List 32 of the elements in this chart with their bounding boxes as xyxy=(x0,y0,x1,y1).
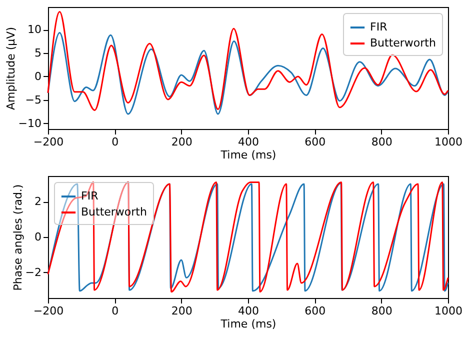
y-tick-label: 0 xyxy=(34,230,42,244)
y-tick-label: 0 xyxy=(34,70,42,83)
x-tick-label: −200 xyxy=(33,136,64,148)
x-tick-label: 0 xyxy=(112,304,119,318)
x-tick-label: 1000 xyxy=(434,304,462,318)
legend-label: FIR xyxy=(81,190,99,202)
y-axis-title: Phase angles (rad.) xyxy=(11,184,24,291)
line-series xyxy=(47,10,449,111)
x-axis-title: Time (ms) xyxy=(220,318,276,330)
y-tick-label: −10 xyxy=(18,116,42,130)
y-tick-label: 5 xyxy=(34,46,42,60)
y-tick-label: 10 xyxy=(28,23,42,36)
x-tick-label: 800 xyxy=(371,304,392,318)
x-axis-title: Time (ms) xyxy=(220,148,276,162)
x-tick-label: 200 xyxy=(171,304,192,318)
y-tick-label: −2 xyxy=(25,266,42,279)
x-tick-label: 600 xyxy=(304,304,326,318)
x-tick-label: 800 xyxy=(371,136,392,148)
x-tick-label: 600 xyxy=(304,136,326,148)
x-tick-label: 400 xyxy=(238,304,259,318)
legend-label: Butterworth xyxy=(81,206,147,218)
x-tick-label: 400 xyxy=(238,136,259,148)
line-series xyxy=(47,32,449,115)
y-axis-title: Amplitude (µV) xyxy=(4,27,18,110)
x-tick-label: 200 xyxy=(171,136,192,148)
legend-label: FIR xyxy=(370,20,388,34)
x-tick-label: −200 xyxy=(33,304,64,318)
y-tick-label: 2 xyxy=(34,195,42,208)
x-tick-label: 0 xyxy=(112,136,119,148)
x-tick-label: 1000 xyxy=(434,136,462,148)
legend-label: Butterworth xyxy=(370,36,436,50)
y-tick-label: −5 xyxy=(25,93,42,106)
